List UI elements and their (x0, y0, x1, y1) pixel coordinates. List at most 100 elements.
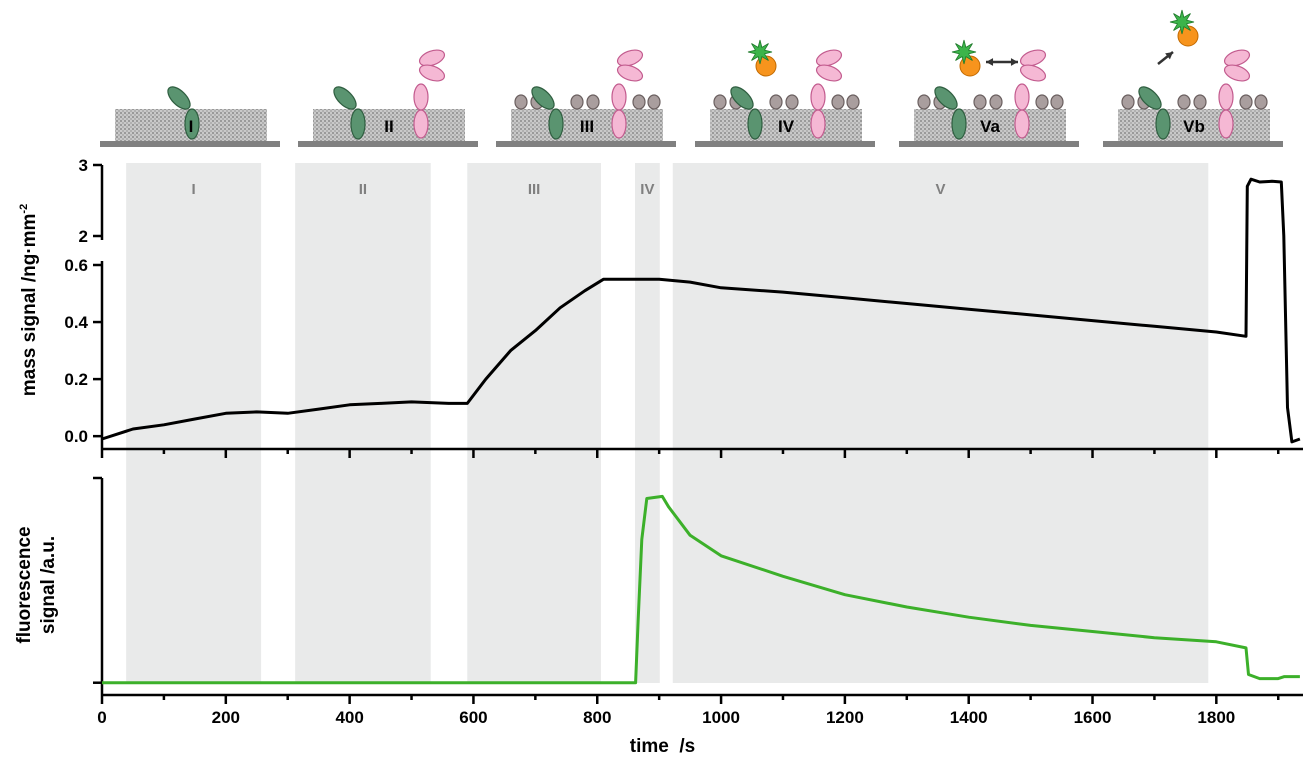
phase-label: I (192, 181, 196, 198)
blocking-bead (1121, 94, 1135, 110)
antibody-green (1138, 86, 1162, 110)
antibody-green (747, 108, 763, 140)
fluorophore (1169, 9, 1195, 35)
receptor-pink (1218, 83, 1234, 111)
substrate (511, 109, 663, 141)
x-tick-label: 1800 (1197, 708, 1235, 727)
blocking-bead (785, 94, 799, 110)
blocking-bead (973, 94, 987, 110)
blocking-bead (917, 94, 931, 110)
y-axis-label-text: mass signal /ng·mm (19, 214, 40, 397)
y-tick-label: 0.0 (64, 427, 88, 446)
substrate (710, 109, 862, 141)
arrow-head (986, 58, 994, 66)
x-tick-label: 800 (583, 708, 611, 727)
panel-label: Va (980, 117, 1000, 136)
antibody-green (167, 86, 191, 110)
blocking-bead (831, 94, 845, 110)
fluorophore (747, 39, 773, 65)
x-tick-label: 600 (459, 708, 487, 727)
receptor-pink (1014, 109, 1030, 139)
receptor-pink (1218, 109, 1234, 139)
x-tick-label: 1000 (702, 708, 740, 727)
plots: 0.0 0.2 0.4 0.6 2 3 0 200 400 600 800 1000 1200 1400 1… (14, 156, 1303, 757)
y-axis-label: signal /a.u. (38, 536, 59, 634)
x-axis-label: time /s (630, 736, 695, 757)
schematics: I II III IV Va Vb (100, 9, 1283, 147)
y-tick-label: 2 (79, 227, 88, 246)
receptor-pink (418, 49, 446, 67)
panel-label: I (189, 117, 194, 136)
x-tick-label: 200 (212, 708, 240, 727)
y-tick-label: 0.6 (64, 256, 88, 275)
receptor-pink (1019, 64, 1047, 82)
arrow-head (1010, 58, 1018, 66)
data-line (102, 494, 1300, 685)
y-tick-label: 0.4 (64, 313, 88, 332)
substrate-base (695, 141, 875, 147)
antibody-green (548, 108, 564, 140)
regions: I II III IV V (126, 163, 1209, 683)
receptor-pink (616, 49, 644, 67)
receptor-pink (418, 64, 446, 82)
receptor-pink (413, 83, 429, 111)
receptor-pink (611, 83, 627, 111)
blocking-bead (1050, 94, 1064, 110)
blocking-bead (632, 94, 646, 110)
phase-label: II (359, 181, 367, 198)
panel-label: III (580, 117, 594, 136)
substrate (1118, 109, 1270, 141)
receptor-pink (1014, 83, 1030, 111)
y-axis-label: mass signal /ng·mm-2 (18, 204, 40, 396)
phase-label: V (936, 181, 946, 198)
y-axis-label: fluorescence (14, 526, 35, 643)
substrate (313, 109, 465, 141)
receptor-pink (616, 64, 644, 82)
data-line (101, 177, 1301, 444)
phase-label: III (528, 181, 541, 198)
phase-region (467, 163, 601, 683)
blocking-bead (647, 94, 661, 110)
receptor-pink (815, 64, 843, 82)
antibody-green (730, 86, 754, 110)
blocking-bead (1035, 94, 1049, 110)
blocking-bead (989, 94, 1003, 110)
blocking-bead (586, 94, 600, 110)
substrate-base (298, 141, 478, 147)
blocking-bead (570, 94, 584, 110)
substrate-base (1103, 141, 1283, 147)
substrate (914, 109, 1066, 141)
blocking-bead (1239, 94, 1253, 110)
blocking-bead (1193, 94, 1207, 110)
x-tick-label: 1400 (950, 708, 988, 727)
blocking-bead (769, 94, 783, 110)
receptor-pink (611, 109, 627, 139)
receptor-pink (1019, 49, 1047, 67)
y-tick-label: 3 (79, 156, 88, 175)
y-axis-label-sup: -2 (18, 204, 30, 214)
x-tick-label: 400 (335, 708, 363, 727)
y-tick-label: 0.2 (64, 370, 88, 389)
arrow-head (1165, 52, 1173, 60)
blocking-bead (713, 94, 727, 110)
phase-region (295, 163, 431, 683)
phase-region (672, 163, 1209, 683)
blocking-bead (846, 94, 860, 110)
receptor-pink (413, 109, 429, 139)
antibody-green (1155, 108, 1171, 140)
antibody-green (531, 86, 555, 110)
antibody-green (333, 86, 357, 110)
receptor-pink (1223, 49, 1251, 67)
blocking-bead (1254, 94, 1268, 110)
antibody-green (350, 108, 366, 140)
antibody-green (184, 108, 200, 140)
phase-region (126, 163, 262, 683)
antibody-green (934, 86, 958, 110)
substrate-base (496, 141, 676, 147)
receptor-pink (810, 109, 826, 139)
fluorophore (951, 39, 977, 65)
receptor-pink (810, 83, 826, 111)
substrate-base (100, 141, 280, 147)
panel-label: II (384, 117, 393, 136)
